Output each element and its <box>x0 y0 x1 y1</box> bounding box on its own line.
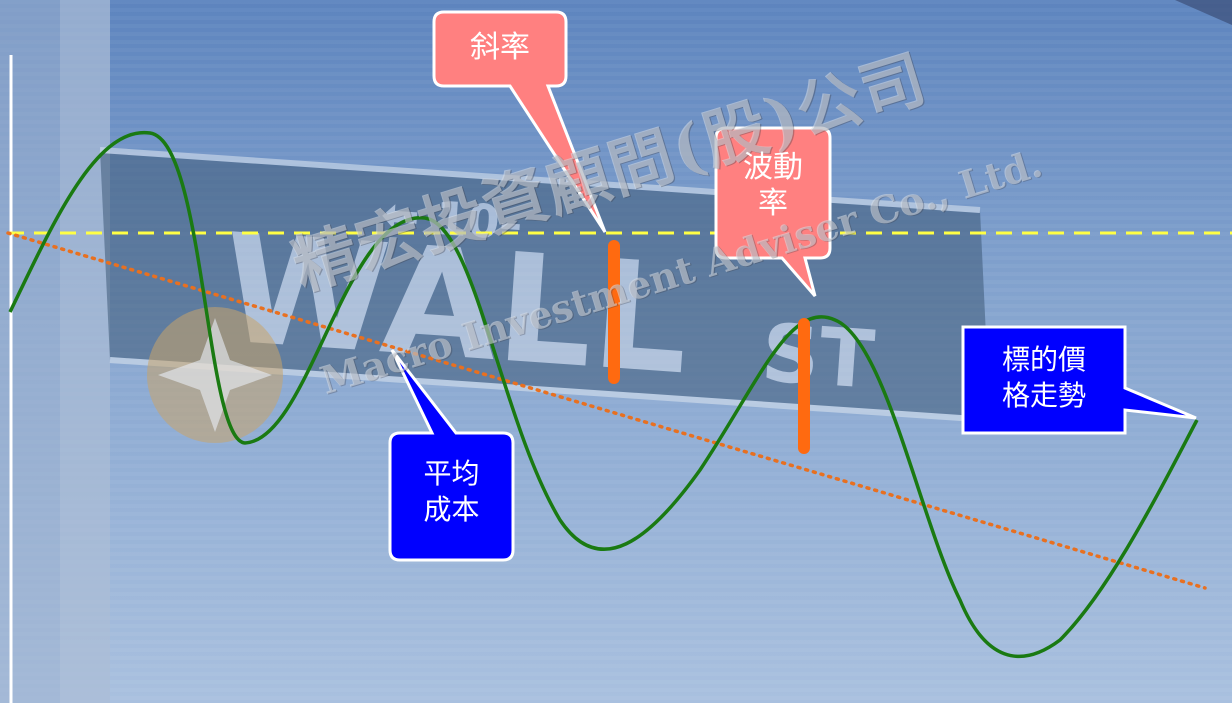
volatility-label: 波動 率 <box>743 150 803 221</box>
price-trend-line <box>8 130 1199 659</box>
svg-text:ST: ST <box>759 306 878 407</box>
price-trend-callout <box>961 325 1197 435</box>
slope-bar <box>608 240 620 384</box>
average-cost-callout <box>388 349 515 562</box>
slope-label: 斜率 <box>470 30 530 65</box>
volatility-bar <box>798 318 810 454</box>
volatility-callout <box>714 126 832 297</box>
average-cost-label: 平均 成本 <box>423 457 480 526</box>
slope-callout <box>432 10 607 233</box>
company-logo <box>147 307 283 443</box>
building-left <box>0 0 110 703</box>
price-trend-label: 標的價 格走勢 <box>1001 343 1086 412</box>
average-cost-line <box>6 231 1207 590</box>
